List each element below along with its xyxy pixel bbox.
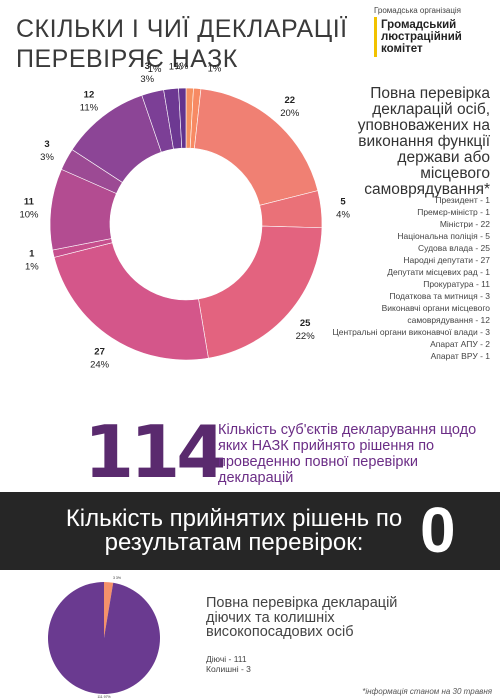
- organization-logo: Громадська організація Громадський люстр…: [374, 6, 494, 57]
- legend-item: Діючі - 111: [206, 654, 247, 664]
- legend-item: Податкова та митниця - 3: [389, 291, 490, 301]
- page-title-line2: ПЕРЕВІРЯЄ НАЗК: [16, 45, 238, 73]
- footnote: *інформація станом на 30 травня: [362, 687, 492, 696]
- legend-item: Колишні - 3: [206, 664, 251, 674]
- total-count: 114: [84, 410, 226, 494]
- donut-value-label: 3: [44, 139, 49, 150]
- donut-chart: 11%11%2220%54%2522%2724%11%1110%33%1211%…: [19, 60, 350, 370]
- donut-percent-label: 3%: [40, 152, 54, 163]
- donut-percent-label: 4%: [336, 210, 350, 221]
- donut-value-label: 27: [94, 346, 105, 357]
- donut-percent-label: 1%: [25, 262, 39, 273]
- donut-percent-label: 1%: [208, 63, 222, 74]
- donut-percent-label: 1%: [169, 61, 183, 72]
- organization-type: Громадська організація: [374, 6, 462, 15]
- donut-panel-title: Повна перевірка декларацій осіб, уповнов…: [357, 85, 490, 198]
- legend-item: Президент - 1: [435, 195, 490, 205]
- small-pie-legend: Діючі - 111 Колишні - 3: [206, 654, 251, 674]
- decisions-banner: [0, 492, 500, 570]
- donut-slice: [178, 87, 187, 149]
- organization-name-line2: люстраційний: [381, 31, 462, 43]
- legend-item: Національна поліція - 5: [397, 231, 490, 241]
- page-title-line1: СКІЛЬКИ І ЧИЇ ДЕКЛАРАЦІЇ: [16, 15, 348, 43]
- donut-value-label: 25: [300, 318, 311, 329]
- legend-item: Судова влада - 25: [417, 243, 490, 253]
- legend-item: Міністри - 22: [439, 219, 490, 229]
- donut-percent-label: 10%: [19, 210, 39, 221]
- pie-slice: [48, 582, 160, 694]
- donut-percent-label: 3%: [140, 74, 154, 85]
- legend-item: Депутати місцевих рад - 1: [387, 267, 490, 277]
- legend-item: Премєр-міністр - 1: [417, 207, 490, 217]
- donut-legend: Президент - 1 Премєр-міністр - 1 Міністри …: [318, 194, 490, 362]
- donut-value-label: 12: [84, 89, 95, 100]
- donut-value-label: 2: [152, 60, 157, 62]
- legend-item: Виконавчі органи місцевого самоврядуванн…: [381, 303, 490, 325]
- pie-value-label: 3 3%: [113, 576, 121, 580]
- donut-percent-label: 24%: [90, 359, 110, 370]
- legend-item: Апарат АПУ - 2: [430, 339, 490, 349]
- donut-percent-label: 11%: [80, 102, 99, 113]
- donut-percent-label: 20%: [280, 108, 300, 119]
- donut-value-label: 22: [284, 95, 295, 106]
- legend-item: Прокуратура - 11: [423, 279, 490, 289]
- legend-item: Апарат ВРУ - 1: [430, 351, 490, 361]
- organization-brand: Громадський люстраційний комітет: [374, 17, 466, 57]
- donut-value-label: 5: [340, 197, 346, 208]
- organization-name-line3: комітет: [381, 43, 423, 55]
- pie-slice: [104, 582, 114, 638]
- donut-percent-label: 1%: [148, 64, 162, 75]
- organization-name-line1: Громадський: [381, 19, 457, 31]
- donut-value-label: 11: [24, 197, 35, 208]
- decisions-count: 0: [420, 494, 456, 566]
- total-count-description: Кількість суб'єктів декларування щодо як…: [218, 422, 477, 486]
- donut-percent-label: 22%: [296, 331, 316, 342]
- legend-item: Центральні органи виконавчої влади - 3: [332, 327, 490, 337]
- page-title: СКІЛЬКИ І ЧИЇ ДЕКЛАРАЦІЇ ПЕРЕВІРЯЄ НАЗК: [16, 14, 348, 74]
- donut-percent-label: 1%: [175, 61, 189, 72]
- donut-value-label: 3: [145, 61, 150, 72]
- current-former-pie-chart: 3 3% 111 97%: [48, 576, 160, 699]
- donut-slice: [198, 225, 323, 359]
- legend-item: Народні депутати - 27: [403, 255, 490, 265]
- donut-value-label: 1: [29, 249, 35, 260]
- donut-slice: [53, 242, 209, 361]
- small-panel-title: Повна перевірка декларацій діючих та кол…: [206, 595, 398, 640]
- pie-value-label: 111 97%: [97, 695, 110, 699]
- decisions-banner-text: Кількість прийнятих рішень по результата…: [65, 505, 403, 556]
- donut-value-label: 1: [212, 60, 218, 61]
- donut-slice: [194, 88, 319, 206]
